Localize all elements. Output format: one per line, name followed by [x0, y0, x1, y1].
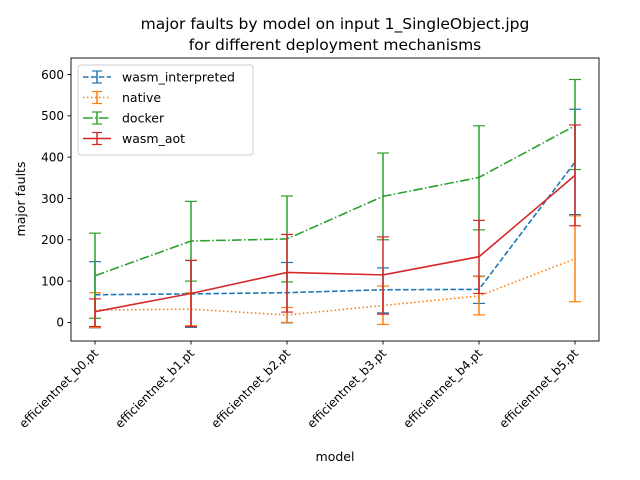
y-tick-label: 500: [41, 109, 64, 123]
chart-title-line1: major faults by model on input 1_SingleO…: [141, 15, 530, 34]
legend-item-native: native: [83, 90, 161, 105]
y-tick-label: 600: [41, 68, 64, 82]
x-tick-label: efficientnet_b0.pt: [16, 346, 101, 431]
series-line-wasm_aot: [94, 174, 576, 313]
chart-title-line2: for different deployment mechanisms: [189, 36, 482, 54]
legend-label: native: [122, 90, 161, 105]
plot-frame: [70, 57, 600, 342]
y-tick-label: 100: [41, 274, 64, 288]
legend-item-docker: docker: [83, 111, 165, 126]
legend-label: wasm_aot: [122, 131, 185, 146]
series-wasm_aot: [89, 124, 581, 328]
x-tick-label: efficientnet_b3.pt: [304, 346, 389, 431]
legend-item-wasm_aot: wasm_aot: [83, 131, 185, 146]
y-tick-label: 400: [41, 150, 64, 164]
legend-item-wasm_interpreted: wasm_interpreted: [83, 70, 235, 85]
series-docker: [89, 78, 581, 319]
legend-label: docker: [122, 111, 165, 126]
series-layer: [89, 78, 581, 329]
x-tick-label: efficientnet_b5.pt: [496, 346, 581, 431]
x-tick-label: efficientnet_b1.pt: [112, 346, 197, 431]
y-tick-label: 300: [41, 192, 64, 206]
y-axis-label: major faults: [13, 162, 28, 237]
x-tick-label: efficientnet_b2.pt: [208, 346, 293, 431]
legend-box: [77, 64, 254, 156]
series-line-docker: [94, 125, 576, 277]
x-tick-label: efficientnet_b4.pt: [400, 346, 485, 431]
x-axis-label: model: [316, 449, 355, 464]
y-tick-label: 200: [41, 233, 64, 247]
legend-label: wasm_interpreted: [122, 70, 235, 85]
series-line-native: [94, 258, 576, 316]
series-line-wasm_interpreted: [94, 161, 576, 296]
y-tick-label: 0: [56, 316, 64, 330]
